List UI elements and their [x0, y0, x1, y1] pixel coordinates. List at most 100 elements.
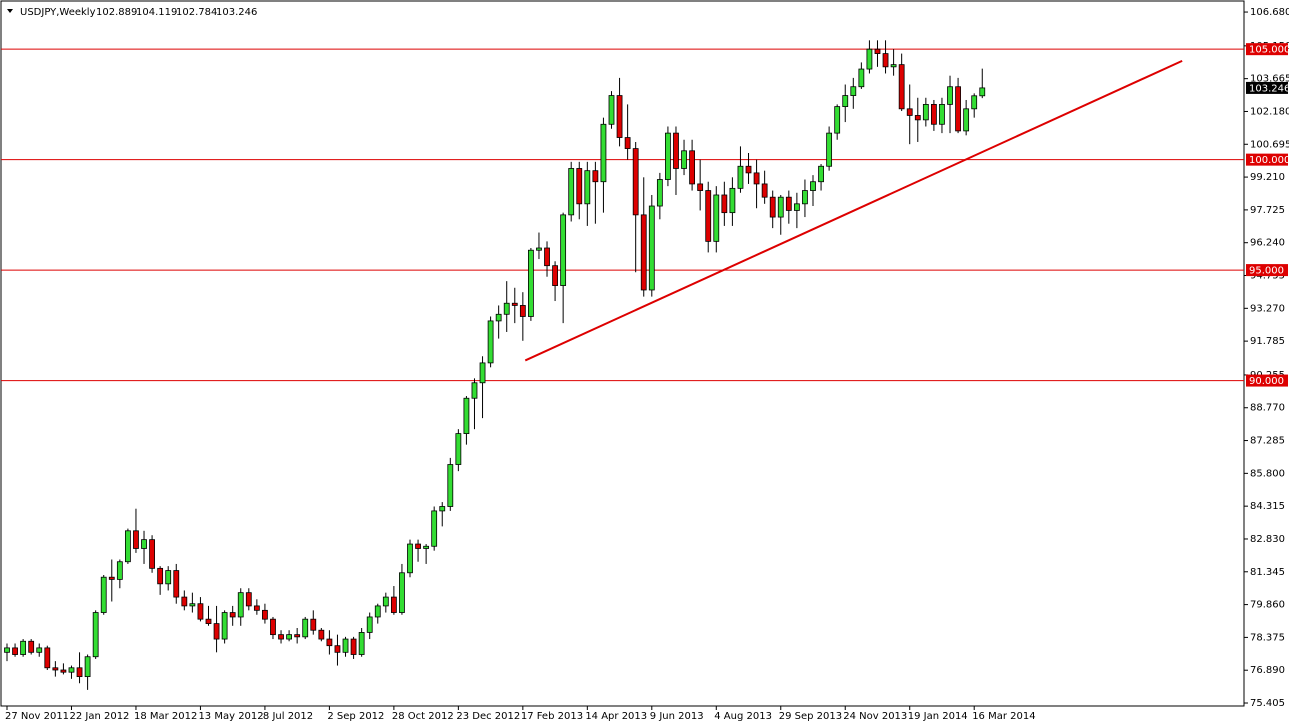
trendline — [524, 59, 1183, 362]
candle-body — [624, 137, 631, 149]
candle-body — [84, 656, 91, 678]
candle-body — [44, 647, 51, 669]
price-label-box — [1246, 81, 1288, 94]
x-tick-label: 24 Nov 2013 — [843, 711, 907, 722]
level-label-box — [1246, 43, 1288, 56]
candle-body — [278, 634, 284, 640]
level-label: 95.000 — [1249, 266, 1284, 277]
y-tick-label: 102.180 — [1250, 106, 1289, 117]
candle-body — [834, 106, 841, 134]
level-label-box — [1246, 264, 1288, 277]
candle-body — [665, 132, 671, 180]
candle-body — [229, 612, 236, 618]
menu-arrow — [7, 9, 13, 13]
candle-body — [874, 48, 881, 54]
candle-body — [914, 115, 921, 121]
candle-body — [12, 647, 18, 655]
candle-body — [407, 543, 413, 574]
candle-body — [947, 86, 953, 105]
candle-body — [713, 194, 720, 242]
y-tick-label: 88.770 — [1250, 403, 1285, 414]
candle-body — [237, 592, 244, 618]
plot-frame — [0, 0, 1245, 707]
y-tick-label: 85.800 — [1250, 468, 1285, 479]
candle-body — [141, 539, 147, 549]
candle-body — [165, 570, 172, 585]
candle-body — [374, 605, 381, 618]
candle-body — [705, 190, 712, 242]
y-tick-label: 87.285 — [1250, 436, 1285, 447]
candle-body — [600, 123, 607, 183]
candle-body — [76, 667, 83, 678]
candle-body — [318, 629, 325, 640]
candle-body — [656, 179, 663, 207]
candle-body — [366, 616, 373, 633]
y-tick-label: 103.665 — [1250, 74, 1289, 85]
candle-body — [36, 647, 43, 653]
y-tick-label: 82.830 — [1250, 534, 1285, 545]
candle-body — [866, 48, 873, 70]
y-tick-label: 91.785 — [1250, 336, 1285, 347]
candle-body — [286, 634, 293, 640]
candle-body — [560, 214, 567, 286]
candle-body — [181, 596, 188, 607]
candle-body — [939, 103, 945, 125]
level-label: 90.000 — [1249, 376, 1284, 387]
candle-body — [632, 148, 639, 216]
candle-body — [640, 214, 647, 291]
candle-body — [785, 196, 792, 211]
candle-body — [149, 539, 155, 569]
candle-body — [963, 108, 970, 132]
candle-body — [793, 203, 800, 211]
candle-body — [463, 397, 470, 434]
candle-body — [503, 302, 510, 315]
y-tick-label: 78.375 — [1250, 632, 1285, 643]
candle-body — [890, 64, 897, 68]
candle-body — [431, 510, 438, 547]
candle-body — [511, 302, 518, 306]
x-tick-label: 28 Oct 2012 — [392, 711, 454, 722]
candle-body — [882, 53, 889, 68]
y-tick-label: 96.240 — [1250, 238, 1285, 249]
x-tick-label: 17 Feb 2013 — [521, 711, 583, 722]
candle-body — [399, 572, 405, 613]
candle-body — [753, 172, 760, 185]
candle-body — [777, 196, 784, 218]
x-tick-label: 9 Jun 2013 — [650, 711, 704, 722]
y-tick-label: 75.405 — [1250, 698, 1285, 709]
candle-body — [842, 95, 849, 108]
candle-body — [536, 247, 542, 251]
chart-title: USDJPY,Weekly — [20, 7, 96, 18]
candle-body — [310, 618, 317, 631]
candle-body — [971, 95, 978, 110]
candle-body — [495, 313, 502, 322]
candle-body — [608, 95, 615, 125]
candle-body — [906, 108, 913, 116]
candle-body — [92, 612, 99, 658]
x-tick-label: 19 Jan 2014 — [908, 711, 968, 722]
candle-body — [173, 570, 180, 598]
candle-body — [447, 464, 454, 507]
candle-body — [52, 667, 59, 671]
candle-body — [358, 632, 365, 655]
candle-body — [697, 183, 704, 191]
candle-body — [576, 168, 583, 205]
candle-body — [479, 362, 486, 384]
candle-body — [116, 561, 123, 580]
y-tick-label: 79.860 — [1250, 600, 1285, 611]
y-tick-label: 97.725 — [1250, 205, 1285, 216]
last-high: 104.119 — [136, 7, 177, 18]
candle-body — [125, 530, 131, 563]
candle-body — [262, 609, 268, 620]
x-tick-label: 2 Sep 2012 — [327, 711, 384, 722]
candle-body — [253, 605, 260, 611]
x-tick-label: 14 Apr 2013 — [585, 711, 647, 722]
price-label: 103.246 — [1249, 83, 1289, 94]
candle-body — [769, 196, 776, 218]
candle-body — [721, 194, 728, 214]
y-tick-label: 99.210 — [1250, 172, 1285, 183]
y-tick-label: 84.315 — [1250, 501, 1285, 512]
candle-body — [213, 623, 220, 640]
candle-body — [221, 612, 228, 640]
